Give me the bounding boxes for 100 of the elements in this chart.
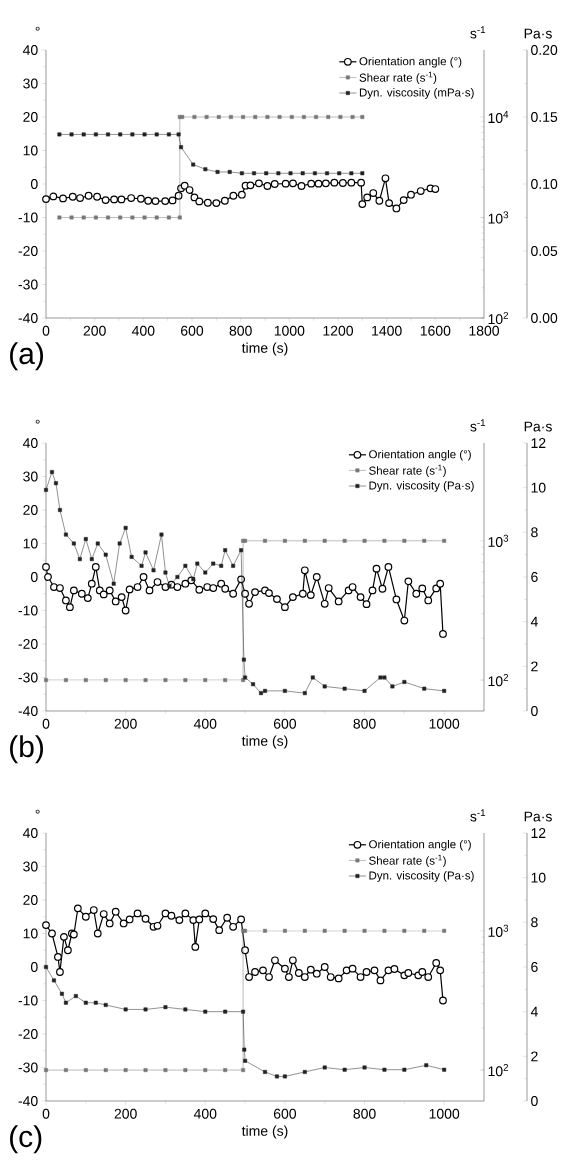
x-tick-label: 600 <box>273 718 297 729</box>
point <box>49 192 58 201</box>
y-tick-label: -10 <box>18 212 38 223</box>
point <box>263 688 267 693</box>
y3-axis-title: Pa·s <box>524 28 552 39</box>
point <box>259 691 263 696</box>
point <box>312 171 317 176</box>
point <box>163 1005 168 1010</box>
point <box>264 171 269 176</box>
point <box>63 1000 68 1005</box>
point <box>251 682 255 687</box>
point <box>300 171 305 176</box>
point <box>360 171 365 176</box>
point <box>203 198 212 207</box>
point <box>161 197 170 205</box>
point <box>270 180 279 188</box>
y-tick-label: 0 <box>30 962 38 972</box>
point <box>241 1009 246 1014</box>
y-axis-title: ° <box>35 419 40 424</box>
y-tick-label: -20 <box>18 639 38 649</box>
point <box>127 194 136 202</box>
point <box>212 199 221 207</box>
point <box>263 1070 267 1074</box>
point <box>252 171 256 176</box>
point <box>81 132 86 137</box>
point <box>83 537 88 541</box>
point <box>69 132 74 137</box>
y3-tick-label: 2 <box>531 661 538 672</box>
y-tick-label: -40 <box>18 313 38 323</box>
point <box>239 171 244 176</box>
point <box>84 191 93 200</box>
point <box>142 132 147 137</box>
y3-tick-label: 0.15 <box>531 112 558 122</box>
point <box>151 568 156 573</box>
point <box>93 1000 98 1005</box>
point <box>180 181 189 190</box>
point <box>282 1074 287 1079</box>
point <box>117 195 126 204</box>
point <box>191 162 196 167</box>
y-tick-label: -20 <box>18 246 38 256</box>
y-tick-label: -30 <box>18 672 38 683</box>
y-tick-label: 0 <box>30 572 38 582</box>
point <box>103 552 108 557</box>
point <box>137 194 145 203</box>
point <box>231 563 236 568</box>
y-tick-label: -10 <box>18 605 38 616</box>
point <box>321 179 330 188</box>
x-tick-label: 400 <box>131 325 155 336</box>
y3-tick-label: 8 <box>531 917 538 928</box>
y3-tick-label: 10 <box>531 872 546 883</box>
point <box>93 192 101 201</box>
point <box>307 179 316 188</box>
point <box>347 178 356 187</box>
point <box>168 196 177 205</box>
y3-tick-label: 8 <box>531 527 538 538</box>
point <box>219 563 224 568</box>
point <box>93 132 98 137</box>
y-tick-label: 0 <box>30 179 38 189</box>
point <box>442 688 447 693</box>
point <box>282 688 287 693</box>
x-tick-label: 1000 <box>429 718 460 729</box>
y-tick-label: 30 <box>23 861 38 872</box>
point <box>358 200 367 208</box>
x-tick-label: 200 <box>114 1108 137 1119</box>
x-tick-label: 800 <box>353 718 376 729</box>
point <box>183 1007 188 1012</box>
point <box>159 532 164 537</box>
point <box>223 1009 228 1014</box>
point <box>59 991 64 996</box>
x-tick-label: 600 <box>181 325 204 336</box>
point <box>176 132 181 137</box>
legend-label: Dyn. viscosity (mPa·s) <box>359 88 474 99</box>
point <box>143 550 148 555</box>
x-tick-label: 800 <box>353 1108 376 1119</box>
point <box>322 1065 327 1070</box>
point <box>330 178 339 187</box>
text: (a) <box>10 342 43 371</box>
y-tick-label: 10 <box>23 538 38 549</box>
point <box>179 145 183 150</box>
x-tick-label: 1200 <box>323 325 354 336</box>
point <box>203 570 208 575</box>
y-tick-label: 20 <box>23 895 38 905</box>
y-axis-title: ° <box>35 809 40 814</box>
y-tick-label: 30 <box>23 78 38 89</box>
x-axis-title: time (s) <box>241 1125 288 1139</box>
point <box>229 191 238 200</box>
y2-axis-title: s$^{-1}$ <box>470 809 486 822</box>
y3-tick-label: 0.20 <box>531 45 558 55</box>
point <box>342 1067 347 1072</box>
point <box>382 1067 387 1072</box>
y3-tick-label: 10 <box>531 482 546 493</box>
y2-tick-label: 10$^{3}$ <box>488 534 509 547</box>
y-axis-title: ° <box>35 26 40 31</box>
x-tick-label: 1800 <box>469 325 500 336</box>
x-tick-label: 200 <box>83 325 106 336</box>
y-tick-label: -30 <box>18 1062 38 1073</box>
point <box>392 204 401 213</box>
point <box>54 481 58 486</box>
point <box>163 570 168 575</box>
point <box>422 686 427 691</box>
